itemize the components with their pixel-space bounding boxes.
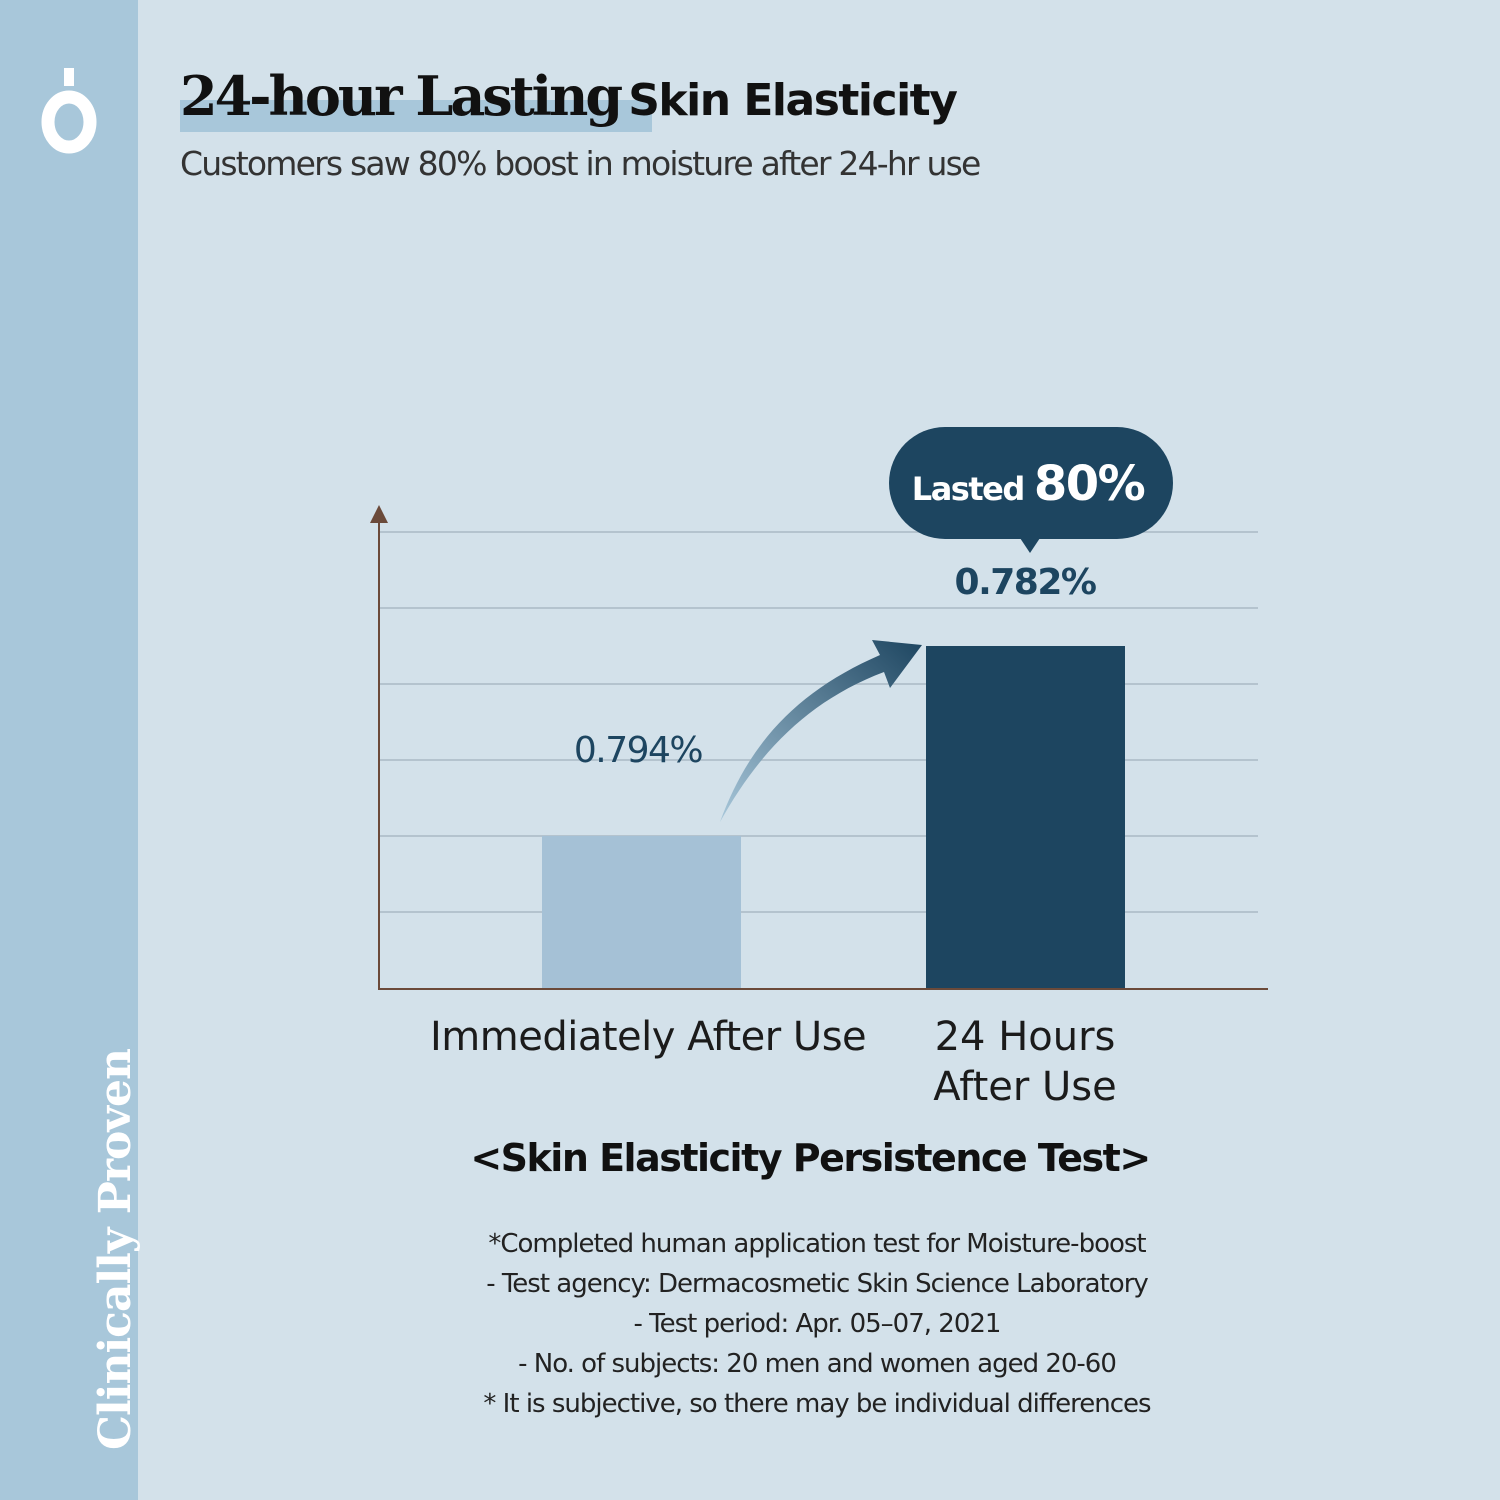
callout-prefix: Lasted: [912, 470, 1024, 508]
sidebar-band: Clinically Proven: [0, 0, 141, 1500]
footnote: - Test period: Apr. 05–07, 2021: [633, 1309, 1002, 1339]
callout-bubble: Lasted 80%: [889, 427, 1173, 553]
footnote: * It is subjective, so there may be indi…: [483, 1389, 1151, 1419]
chart-title: <Skin Elasticity Persistence Test>: [470, 1136, 1151, 1180]
bar: [542, 836, 741, 988]
footnote: - No. of subjects: 20 men and women aged…: [518, 1349, 1117, 1379]
category-label: Immediately After Use: [430, 1012, 867, 1062]
title-rest: Skin Elasticity: [628, 75, 958, 126]
data-label: 0.794%: [574, 730, 703, 771]
category-label: 24 Hours After Use: [905, 1012, 1145, 1112]
svg-text:Lasted 80%: Lasted 80%: [912, 456, 1145, 512]
subtitle: Customers saw 80% boost in moisture afte…: [180, 144, 981, 183]
category-label-line: Immediately After Use: [430, 1014, 867, 1060]
brand-logo-icon: [41, 68, 97, 154]
footnote: - Test agency: Dermacosmetic Skin Scienc…: [486, 1269, 1149, 1299]
footnote: *Completed human application test for Mo…: [488, 1229, 1146, 1259]
y-axis-arrowhead: [370, 505, 388, 523]
page-title: 24-hour Lasting Skin Elasticity: [180, 64, 958, 132]
title-highlight: 24-hour Lasting: [180, 64, 623, 128]
callout-value: 80%: [1034, 456, 1145, 512]
title-highlight-bar: [180, 100, 652, 132]
category-label-line: After Use: [933, 1064, 1117, 1110]
bar: [926, 646, 1125, 988]
footnotes: *Completed human application test for Mo…: [0, 1224, 1500, 1424]
data-label: 0.782%: [955, 562, 1096, 603]
growth-arrow-icon: [720, 640, 922, 822]
category-label-line: 24 Hours: [934, 1014, 1116, 1060]
